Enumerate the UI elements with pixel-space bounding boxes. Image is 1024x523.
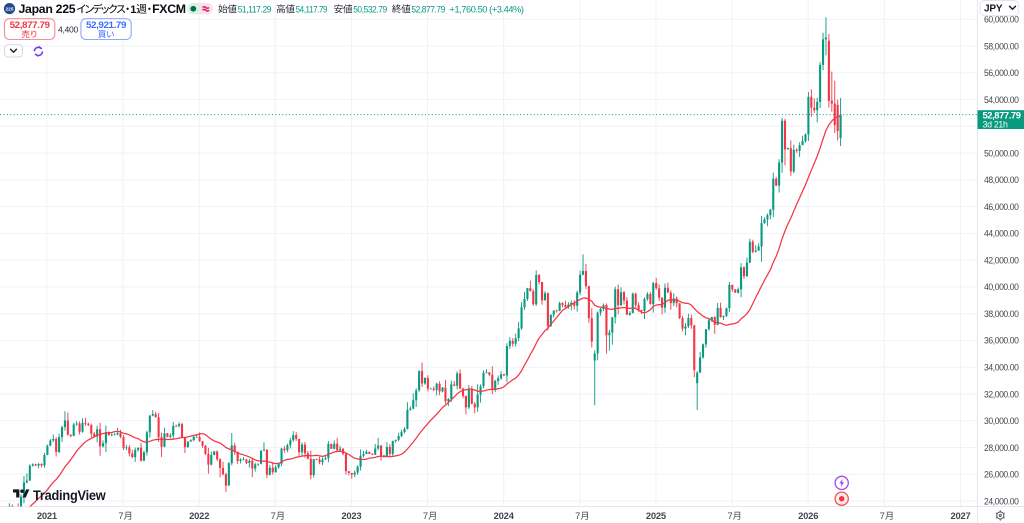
svg-text:24,000.00: 24,000.00 xyxy=(984,496,1019,506)
svg-text:58,000.00: 58,000.00 xyxy=(984,41,1019,51)
svg-text:52,877.79: 52,877.79 xyxy=(411,4,445,15)
svg-text:2026: 2026 xyxy=(798,510,818,521)
svg-text:52,877.79: 52,877.79 xyxy=(10,20,50,30)
svg-text:42,000.00: 42,000.00 xyxy=(984,255,1019,265)
svg-text:52,921.79: 52,921.79 xyxy=(86,20,126,30)
svg-text:TradingView: TradingView xyxy=(33,488,106,503)
svg-text:36,000.00: 36,000.00 xyxy=(984,336,1019,346)
svg-text:1: 1 xyxy=(130,4,136,16)
svg-text:7: 7 xyxy=(880,510,885,521)
svg-text:54,000.00: 54,000.00 xyxy=(984,95,1019,105)
svg-text:2022: 2022 xyxy=(189,510,209,521)
svg-text:7: 7 xyxy=(271,510,276,521)
svg-text:26,000.00: 26,000.00 xyxy=(984,470,1019,480)
svg-text:56,000.00: 56,000.00 xyxy=(984,68,1019,78)
svg-text:52,877.79: 52,877.79 xyxy=(983,110,1021,121)
svg-text:2023: 2023 xyxy=(341,510,361,521)
svg-text:2025: 2025 xyxy=(646,510,666,521)
svg-text:48,000.00: 48,000.00 xyxy=(984,175,1019,185)
svg-text:50,000.00: 50,000.00 xyxy=(984,148,1019,158)
svg-text:3d 21h: 3d 21h xyxy=(983,119,1009,129)
svg-text:+1,760.50 (+3.44%): +1,760.50 (+3.44%) xyxy=(450,4,524,15)
svg-text:60,000.00: 60,000.00 xyxy=(984,15,1019,25)
svg-text:32,000.00: 32,000.00 xyxy=(984,389,1019,399)
svg-text:7: 7 xyxy=(575,510,580,521)
svg-text:54,117.79: 54,117.79 xyxy=(296,4,328,15)
svg-text:46,000.00: 46,000.00 xyxy=(984,202,1019,212)
svg-text:34,000.00: 34,000.00 xyxy=(984,363,1019,373)
svg-text:44,000.00: 44,000.00 xyxy=(984,229,1019,239)
svg-text:51,117.29: 51,117.29 xyxy=(238,4,272,15)
svg-text:4,400: 4,400 xyxy=(58,24,79,34)
svg-text:38,000.00: 38,000.00 xyxy=(984,309,1019,319)
svg-text:Japan 225: Japan 225 xyxy=(19,2,76,16)
svg-text:JPY: JPY xyxy=(984,4,1003,15)
svg-text:7: 7 xyxy=(423,510,428,521)
svg-text:7: 7 xyxy=(727,510,732,521)
svg-text:50,532.79: 50,532.79 xyxy=(353,4,387,15)
svg-text:7: 7 xyxy=(118,510,123,521)
svg-text:2024: 2024 xyxy=(494,510,515,521)
svg-text:30,000.00: 30,000.00 xyxy=(984,416,1019,426)
svg-text:40,000.00: 40,000.00 xyxy=(984,282,1019,292)
svg-text:225: 225 xyxy=(5,6,13,12)
svg-text:2021: 2021 xyxy=(37,510,57,521)
svg-text:FXCM: FXCM xyxy=(152,2,186,16)
svg-text:28,000.00: 28,000.00 xyxy=(984,443,1019,453)
svg-text:2027: 2027 xyxy=(950,510,970,521)
